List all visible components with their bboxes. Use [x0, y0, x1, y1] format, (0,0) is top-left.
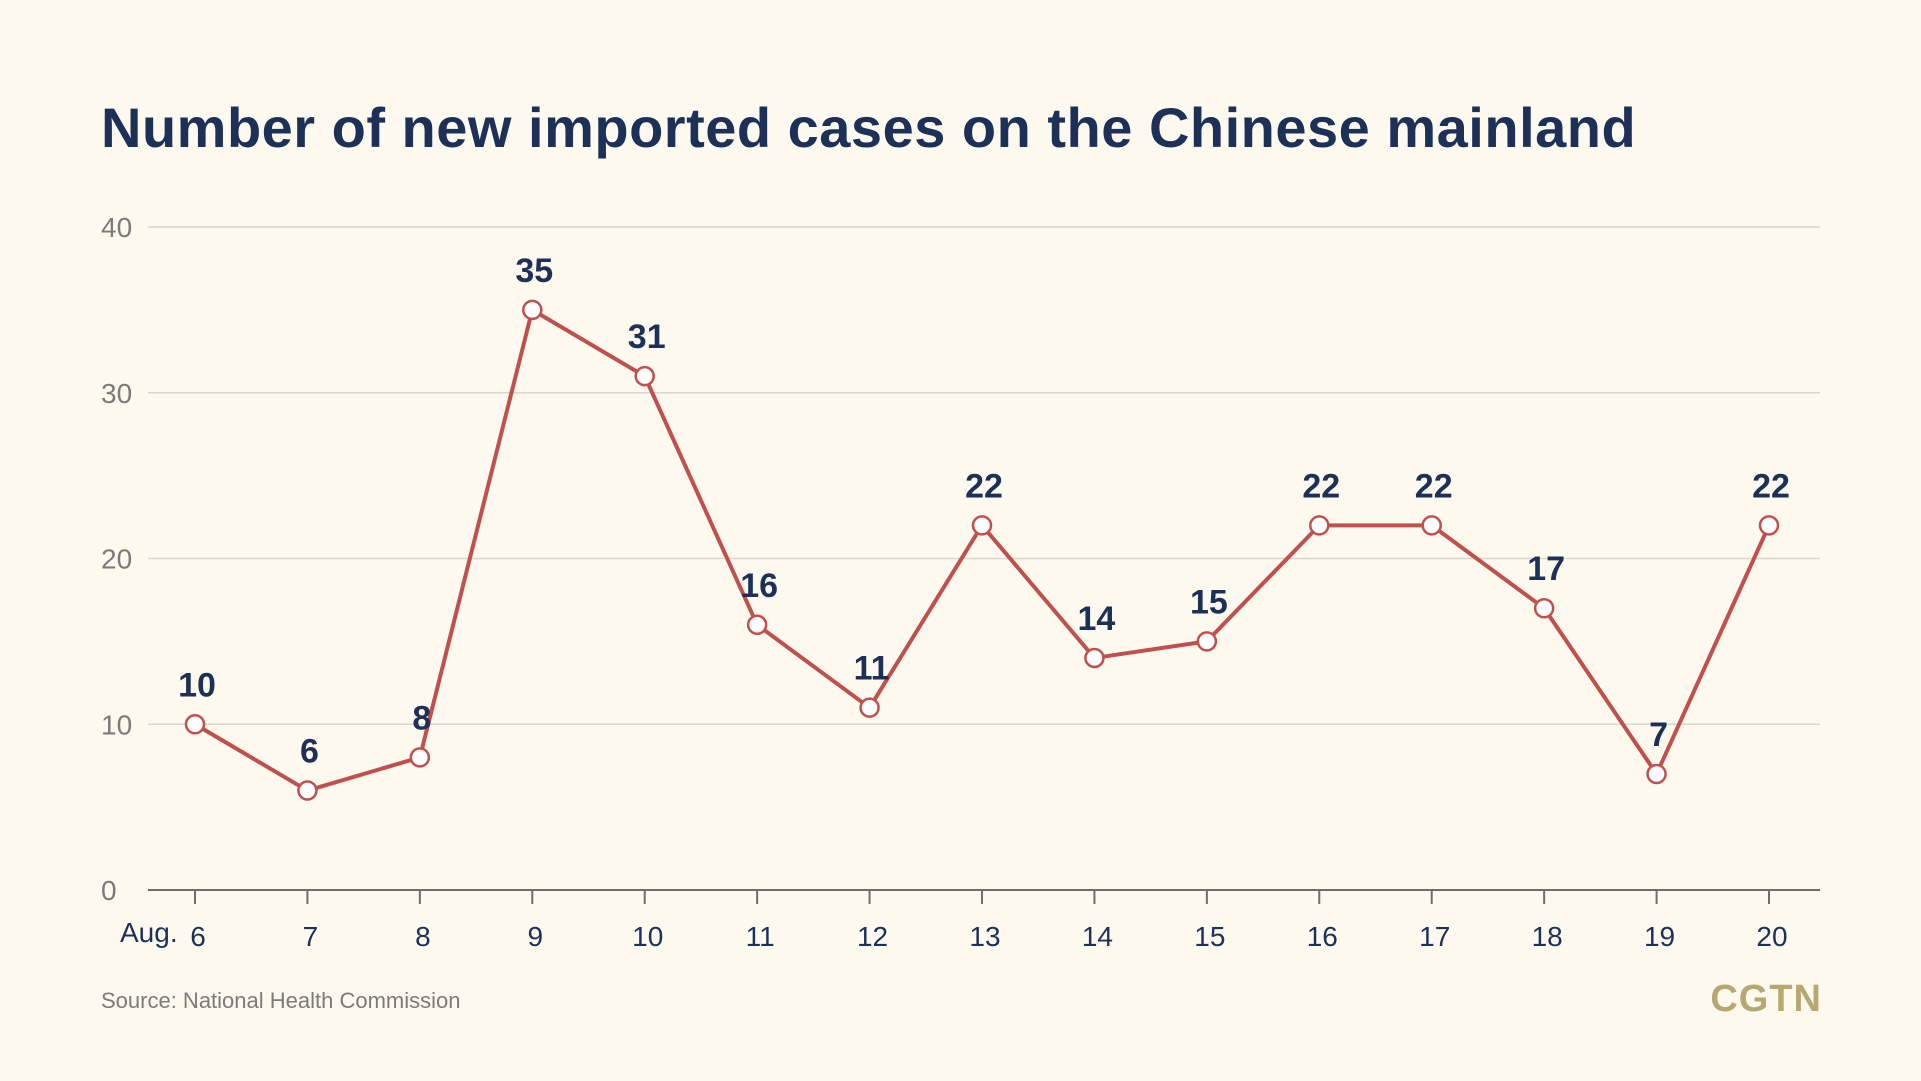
data-label: 10 — [178, 666, 216, 704]
x-tick-label: 18 — [1532, 921, 1563, 952]
data-labels: 10 6 8 35 31 16 11 22 14 15 22 22 17 7 22 — [178, 252, 1790, 771]
y-tick-label: 40 — [101, 212, 132, 243]
data-point — [1758, 515, 1780, 536]
data-points — [184, 299, 1780, 801]
chart-title: Number of new imported cases on the Chin… — [101, 96, 1637, 159]
data-point — [634, 365, 655, 387]
x-tick-label: 20 — [1756, 921, 1787, 952]
data-point — [297, 780, 318, 801]
data-label: 7 — [1649, 716, 1668, 754]
data-label: 31 — [628, 318, 666, 356]
data-label: 15 — [1190, 583, 1228, 621]
x-tick-label: 16 — [1307, 921, 1338, 952]
y-tick-label: 10 — [101, 709, 132, 740]
x-tick-label: 9 — [527, 921, 543, 952]
data-label: 22 — [1302, 467, 1340, 505]
x-tick-label: 17 — [1419, 921, 1450, 952]
y-axis-ticks: 0 10 20 30 40 — [101, 212, 132, 906]
x-tick-label: 7 — [303, 921, 319, 952]
cgtn-logo: CGTN — [1710, 978, 1822, 1020]
data-point — [971, 515, 993, 536]
x-tick-label: 11 — [746, 921, 775, 952]
data-label: 11 — [854, 650, 890, 688]
data-point — [1196, 631, 1218, 652]
x-tick-label: 10 — [632, 921, 663, 952]
x-tick-label: 12 — [857, 921, 888, 952]
data-point — [522, 299, 543, 321]
data-label: 17 — [1527, 550, 1565, 588]
data-point — [746, 614, 768, 636]
data-label: 6 — [300, 733, 319, 771]
data-point — [859, 697, 880, 718]
data-point — [1421, 515, 1442, 536]
x-tick-label: 13 — [969, 921, 1000, 952]
y-tick-label: 20 — [101, 544, 132, 575]
data-label: 35 — [515, 252, 553, 290]
data-point — [1646, 763, 1667, 785]
x-axis-prefix: Aug. — [120, 917, 178, 948]
source-note: Source: National Health Commission — [101, 988, 461, 1013]
x-tick-label: 14 — [1082, 921, 1113, 952]
data-point — [1309, 515, 1330, 536]
y-tick-label: 0 — [101, 875, 117, 906]
data-label: 16 — [740, 567, 778, 605]
x-tick-label: 8 — [415, 921, 431, 952]
data-label: 22 — [965, 467, 1003, 505]
data-label: 22 — [1752, 467, 1790, 505]
data-point — [409, 747, 431, 768]
data-label: 22 — [1415, 467, 1453, 505]
y-tick-label: 30 — [101, 378, 132, 409]
x-tick-label: 15 — [1194, 921, 1225, 952]
x-tick-label: 6 — [190, 921, 206, 952]
data-point — [1084, 647, 1105, 669]
data-point — [1533, 597, 1555, 619]
x-axis-ticks: 6 7 8 9 10 11 12 13 14 15 16 17 18 19 20 Aug. — [120, 890, 1788, 952]
data-point — [184, 714, 206, 735]
x-tick-label: 19 — [1644, 921, 1675, 952]
data-label: 14 — [1078, 600, 1116, 638]
data-label: 8 — [412, 699, 431, 737]
